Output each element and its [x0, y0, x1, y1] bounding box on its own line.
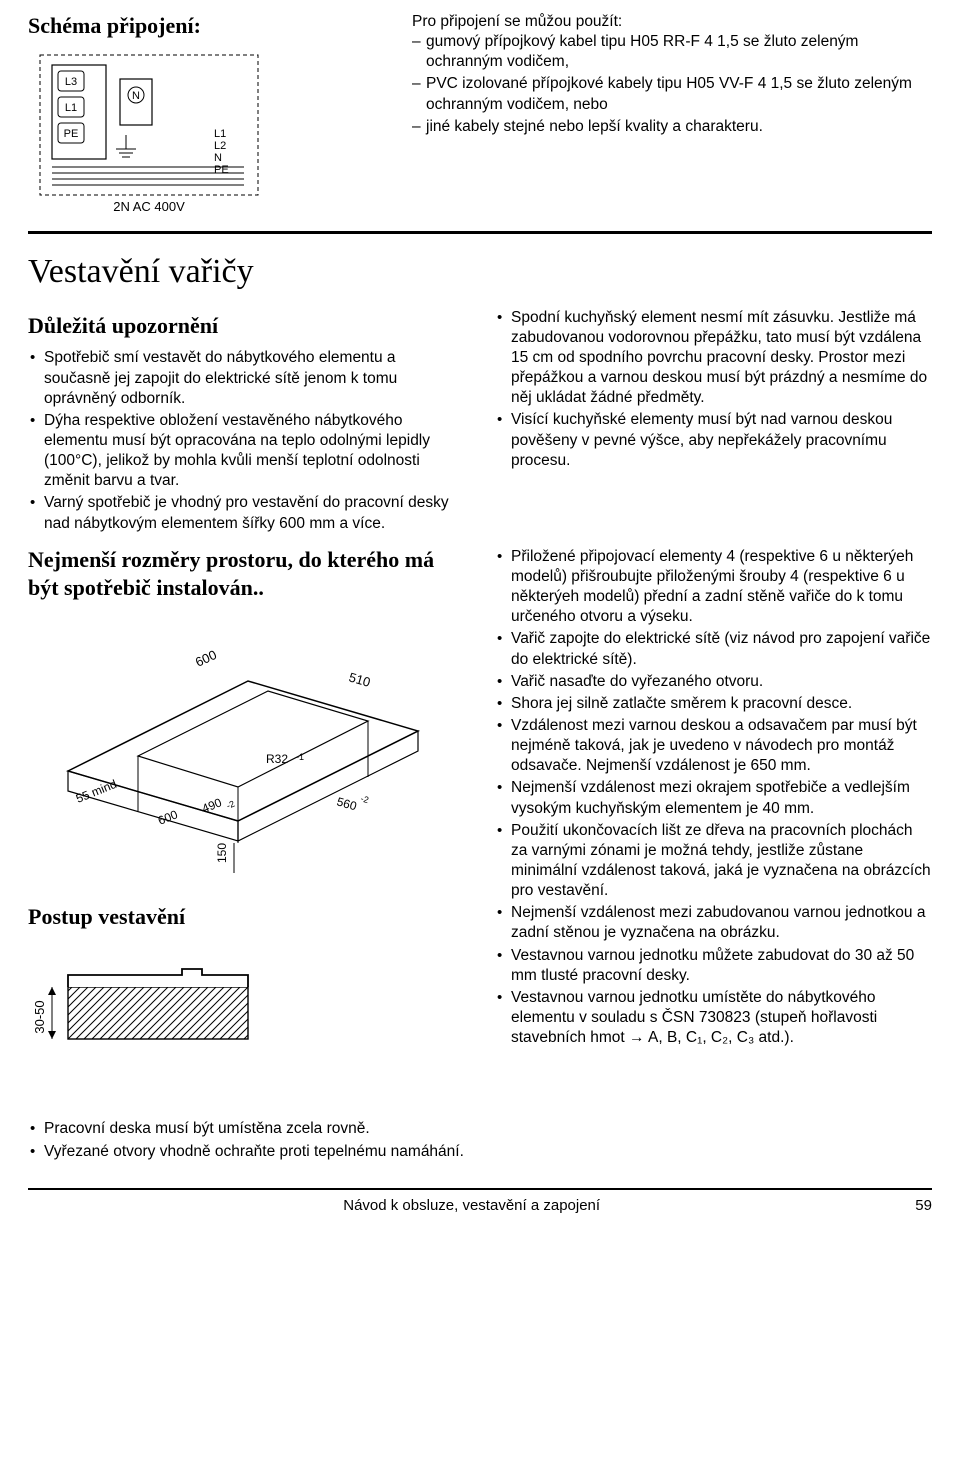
list-item: Nejmenší vzdálenost mezi zabudovanou var…	[497, 903, 932, 943]
list-item: Visící kuchyňské elementy musí být nad v…	[497, 410, 932, 470]
lbl-l2r: L2	[214, 140, 226, 152]
top-intro-text: Pro připojení se můžou použít:	[412, 12, 932, 32]
list-item: Nejmenší vzdálenost mezi okrajem spotřeb…	[497, 778, 932, 818]
list-item: gumový přípojkový kabel tipu H05 RR-F 4 …	[412, 32, 932, 72]
list-item: Vařič nasaďte do vyřezaného otvoru.	[497, 672, 932, 692]
svg-text:560: 560	[335, 794, 358, 813]
list-item: Vařič zapojte do elektrické sítě (viz ná…	[497, 629, 932, 669]
svg-text:150: 150	[215, 842, 229, 862]
list-item: Shora jej silně zatlačte směrem k pracov…	[497, 694, 932, 714]
right-info-list-2: Přiložené připojovací elementy 4 (respek…	[495, 547, 932, 1048]
cable-options-list: gumový přípojkový kabel tipu H05 RR-F 4 …	[412, 32, 932, 137]
lbl-2n: 2N AC 400V	[113, 199, 185, 214]
schema-title: Schéma připojení:	[28, 12, 388, 41]
lbl-nr: N	[214, 152, 222, 164]
lbl-l3: L3	[65, 76, 77, 88]
list-item: Spotřebič smí vestavět do nábytkového el…	[30, 348, 465, 408]
svg-text:490: 490	[200, 795, 224, 816]
svg-text:-1: -1	[296, 752, 304, 762]
svg-text:510: 510	[347, 669, 372, 689]
page-number: 59	[915, 1196, 932, 1216]
svg-text:-2: -2	[225, 798, 236, 810]
dimensions-diagram: 600 510 55 mind. R32 -1 600 490 -2 560 -…	[28, 611, 448, 891]
lbl-per: PE	[214, 164, 229, 176]
wiring-diagram: L3 L1 PE N L1 L2 N PE	[34, 49, 264, 219]
svg-text:600: 600	[193, 647, 219, 670]
warnings-list: Spotřebič smí vestavět do nábytkového el…	[28, 348, 465, 533]
heading-dimensions: Nejmenší rozměry prostoru, do kterého má…	[28, 546, 465, 603]
section-divider	[28, 231, 932, 234]
list-item: Dýha respektive obložení vestavěného náb…	[30, 411, 465, 492]
list-item: Použití ukončovacích lišt ze dřeva na pr…	[497, 821, 932, 902]
list-item: Vestavnou varnou jednotku umístěte do ná…	[497, 988, 932, 1048]
heading-warnings: Důležitá upozornění	[28, 312, 465, 341]
svg-text:30-50: 30-50	[32, 1001, 47, 1034]
list-item: Spodní kuchyňský element nesmí mít zásuv…	[497, 308, 932, 409]
list-item: Přiložené připojovací elementy 4 (respek…	[497, 547, 932, 628]
list-item: Varný spotřebič je vhodný pro vestavění …	[30, 493, 465, 533]
lbl-pe: PE	[64, 128, 79, 140]
right-info-list-1: Spodní kuchyňský element nesmí mít zásuv…	[495, 308, 932, 471]
procedure-list-left: Pracovní deska musí být umístěna zcela r…	[28, 1119, 465, 1161]
list-item: Vestavnou varnou jednotku můžete zabudov…	[497, 946, 932, 986]
cross-section-diagram: 30-50	[32, 939, 272, 1109]
list-item: jiné kabely stejné nebo lepší kvality a …	[412, 117, 932, 137]
page-footer: Návod k obsluze, vestavění a zapojení 59	[28, 1188, 932, 1216]
list-item: Vyřezané otvory vhodně ochraňte proti te…	[30, 1142, 465, 1162]
list-item: Pracovní deska musí být umístěna zcela r…	[30, 1119, 465, 1139]
page-title: Vestavění vařičy	[28, 250, 932, 294]
list-item: PVC izolované přípojkové kabely tipu H05…	[412, 74, 932, 114]
list-item: Vzdálenost mezi varnou deskou a odsavače…	[497, 716, 932, 776]
heading-procedure: Postup vestavění	[28, 903, 465, 932]
lbl-l1r: L1	[214, 128, 226, 140]
svg-text:R32: R32	[266, 752, 288, 766]
lbl-l1: L1	[65, 102, 77, 114]
footer-text: Návod k obsluze, vestavění a zapojení	[343, 1196, 600, 1216]
svg-text:600: 600	[156, 807, 180, 828]
lbl-n: N	[132, 90, 140, 102]
svg-text:-2: -2	[359, 793, 369, 805]
